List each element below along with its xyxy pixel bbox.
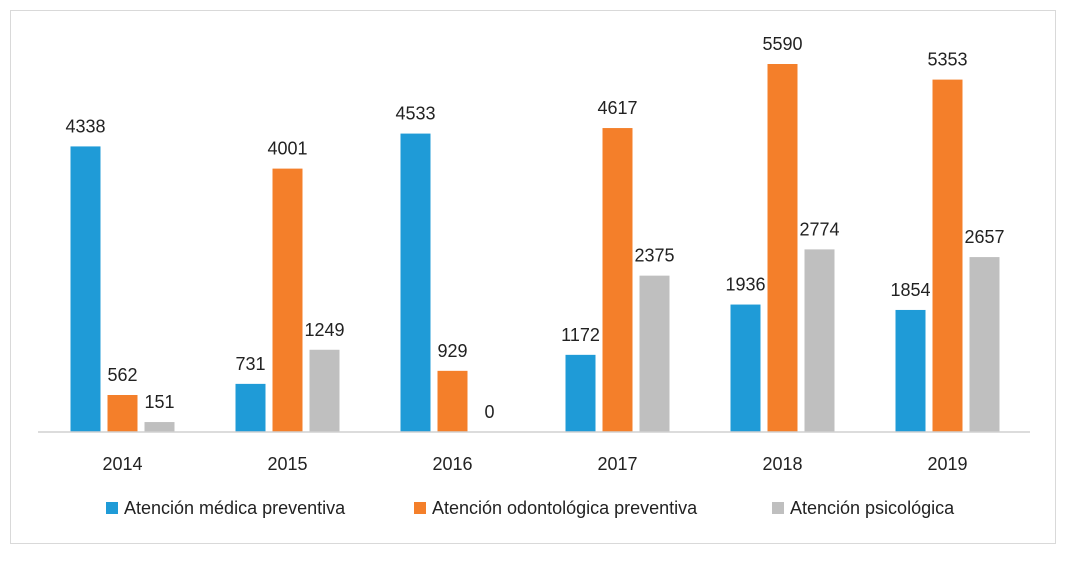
- bar-2018-series-1: [730, 304, 761, 432]
- data-label-2016-series-2: 929: [437, 341, 467, 361]
- legend-swatch-series-1: [106, 502, 118, 514]
- legend-swatch-series-2: [414, 502, 426, 514]
- bar-2017-series-1: [565, 354, 596, 432]
- bar-2015-series-2: [272, 168, 303, 432]
- data-labels-layer: 4338 562 151 731 4001 1249 4533 929 0 1172 4617 237…: [65, 34, 1004, 422]
- x-tick-label-2016: 2016: [432, 454, 472, 474]
- data-label-2015-series-3: 1249: [304, 320, 344, 340]
- chart-frame: [10, 10, 1056, 544]
- legend-label-series-1: Atención médica preventiva: [124, 498, 346, 518]
- data-label-2017-series-2: 4617: [597, 98, 637, 118]
- x-tick-labels: 2014 2015 2016 2017 2018 2019: [102, 454, 967, 474]
- data-label-2014-series-3: 151: [144, 392, 174, 412]
- data-label-2015-series-1: 731: [235, 354, 265, 374]
- data-label-2014-series-1: 4338: [65, 116, 105, 136]
- data-label-2019-series-3: 2657: [964, 227, 1004, 247]
- x-tick-label-2014: 2014: [102, 454, 142, 474]
- legend-label-series-3: Atención psicológica: [790, 498, 955, 518]
- bar-2019-series-2: [932, 79, 963, 433]
- data-label-2015-series-2: 4001: [267, 139, 307, 159]
- bar-2016-series-2: [437, 370, 468, 432]
- bar-2018-series-3: [804, 249, 835, 432]
- x-tick-label-2017: 2017: [597, 454, 637, 474]
- bar-2015-series-3: [309, 349, 340, 432]
- bar-2015-series-1: [235, 383, 266, 432]
- data-label-2018-series-3: 2774: [799, 219, 839, 239]
- legend: Atención médica preventiva Atención odont…: [106, 498, 955, 518]
- data-label-2014-series-2: 562: [107, 365, 137, 385]
- bar-2018-series-2: [767, 64, 798, 432]
- x-tick-label-2019: 2019: [927, 454, 967, 474]
- bar-2019-series-3: [969, 257, 1000, 432]
- bar-2014-series-1: [70, 146, 101, 433]
- data-label-2016-series-1: 4533: [395, 104, 435, 124]
- bar-2014-series-2: [107, 395, 138, 432]
- legend-label-series-2: Atención odontológica preventiva: [432, 498, 698, 518]
- data-label-2017-series-3: 2375: [634, 246, 674, 266]
- data-label-2019-series-1: 1854: [890, 280, 930, 300]
- data-label-2017-series-1: 1172: [561, 325, 600, 345]
- bar-2017-series-2: [602, 128, 633, 432]
- data-label-2019-series-2: 5353: [927, 50, 967, 70]
- data-label-2018-series-2: 5590: [762, 34, 802, 54]
- bars-layer: [70, 64, 1000, 433]
- legend-swatch-series-3: [772, 502, 784, 514]
- x-tick-label-2015: 2015: [267, 454, 307, 474]
- bar-2019-series-1: [895, 309, 926, 432]
- bar-2014-series-3: [144, 422, 175, 432]
- bar-2016-series-1: [400, 133, 431, 432]
- data-label-2016-series-3: 0: [484, 402, 494, 422]
- data-label-2018-series-1: 1936: [725, 275, 765, 295]
- bar-2017-series-3: [639, 275, 670, 432]
- x-tick-label-2018: 2018: [762, 454, 802, 474]
